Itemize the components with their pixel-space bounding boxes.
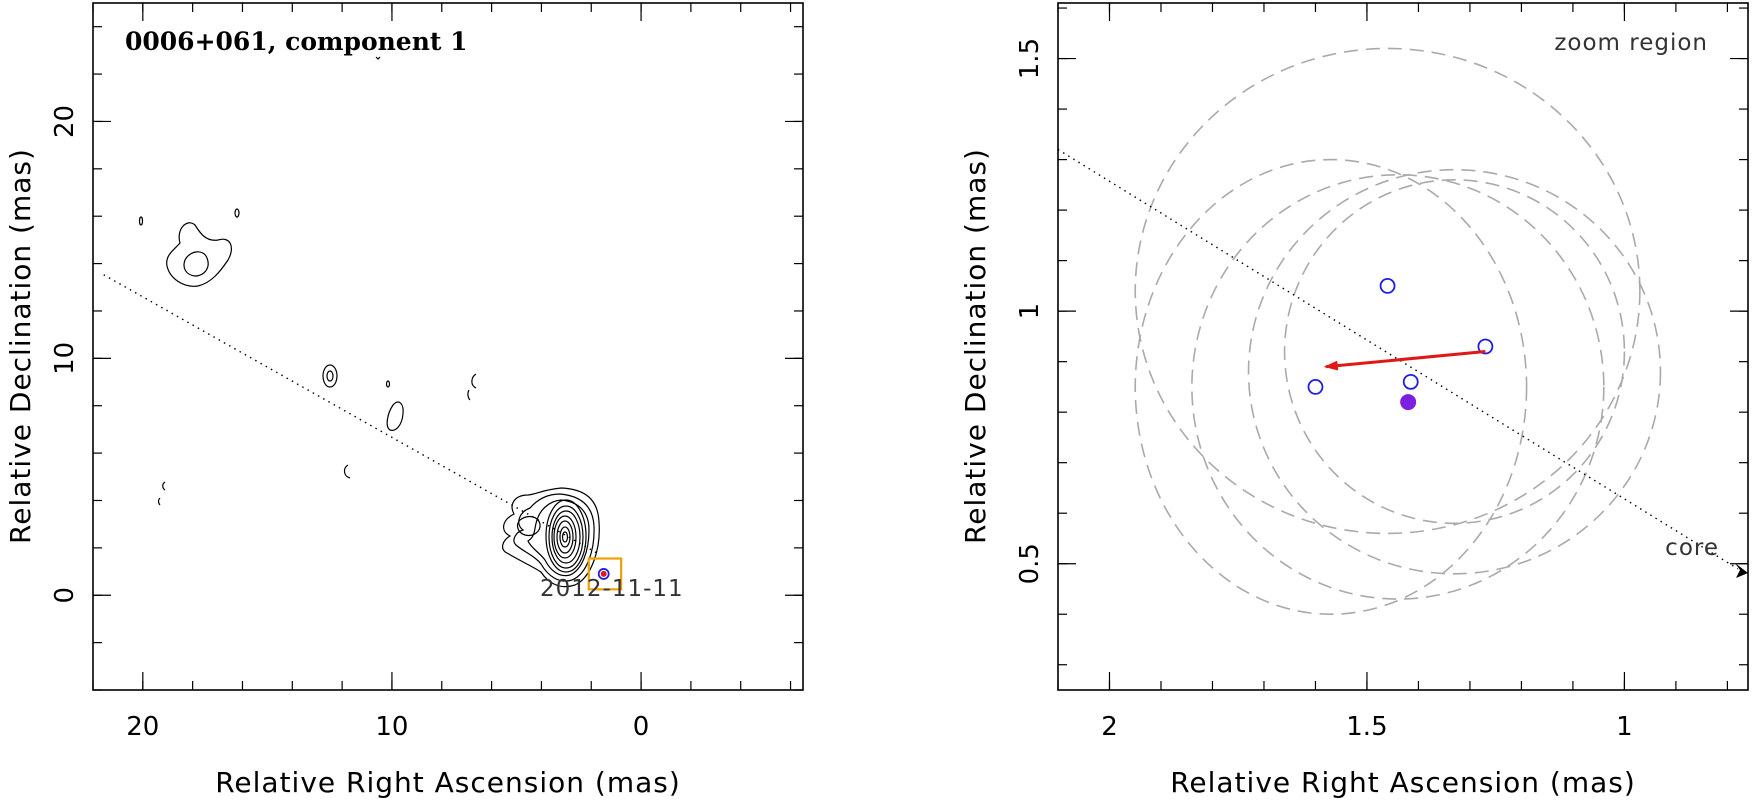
contour-blob-1 <box>138 216 144 226</box>
zoom-region-box <box>587 557 623 591</box>
knot-contours <box>138 56 477 506</box>
right-ytick-label: 1 <box>1015 303 1045 320</box>
right-plot-frame <box>1057 2 1749 691</box>
contour-core-2 <box>513 493 595 582</box>
zoom-region-label: zoom region <box>1554 30 1708 56</box>
core-contours <box>501 487 600 588</box>
right-plot-area <box>1058 47 1748 616</box>
left-y-axis-label: Relative Declination (mas) <box>4 148 37 544</box>
right-panel: 2 1.5 1 0.5 1 1.5 zoom region core Relative R… <box>959 2 1749 799</box>
left-xtick-label: 10 <box>375 712 408 742</box>
observed-position-2 <box>1477 338 1494 355</box>
contour-blob-7 <box>375 56 381 60</box>
core-direction-arrowhead <box>1735 563 1748 578</box>
contour-core-8 <box>556 520 574 554</box>
component-center-dot <box>600 570 607 577</box>
component-marker <box>597 568 610 580</box>
right-ytick-label: 1.5 <box>1015 38 1045 79</box>
right-ticklabels: 2 1.5 1 0.5 1 1.5 <box>1015 38 1633 742</box>
core-direction-label: core <box>1665 535 1719 561</box>
left-x-axis-label: Relative Right Ascension (mas) <box>215 766 681 799</box>
observed-position-3 <box>1307 379 1324 395</box>
error-ellipse-2 <box>1247 168 1662 575</box>
contour-blob-6 <box>385 380 391 388</box>
error-ellipse-4 <box>1283 179 1626 525</box>
contour-knot-7mas-inner <box>326 370 334 382</box>
left-plot-frame <box>92 2 804 691</box>
right-ytick-label: 0.5 <box>1015 543 1045 584</box>
contour-core-5 <box>548 505 584 569</box>
contour-core-9 <box>559 526 571 548</box>
error-ellipse-5 <box>1134 158 1528 616</box>
contour-core-10 <box>561 531 569 543</box>
right-jet-axis-line <box>1058 148 1739 570</box>
contour-core-3 <box>527 499 590 577</box>
left-ytick-label: 10 <box>50 342 80 375</box>
contour-core-6 <box>551 510 581 564</box>
error-ellipse-1 <box>1134 47 1641 535</box>
left-plot-area <box>103 56 623 591</box>
observed-position-1 <box>1379 277 1396 294</box>
contour-blob-2 <box>234 208 240 218</box>
left-xtick-label: 0 <box>633 712 650 742</box>
right-xtick-label: 2 <box>1101 712 1118 742</box>
predicted-position-marker <box>1400 394 1417 411</box>
left-ytick-label: 0 <box>50 587 80 604</box>
left-jet-axis-line <box>103 273 597 554</box>
error-ellipse-3 <box>1191 173 1605 600</box>
contour-core-4 <box>545 499 587 573</box>
contour-blob-5 <box>157 481 166 506</box>
right-xtick-label: 1.5 <box>1346 712 1387 742</box>
contour-blob-3 <box>343 464 351 479</box>
contour-blob-4 <box>467 373 477 401</box>
contour-core-outer <box>501 487 600 588</box>
left-ytick-label: 20 <box>50 105 80 138</box>
right-y-axis-label: Relative Declination (mas) <box>959 148 992 544</box>
right-x-axis-label: Relative Right Ascension (mas) <box>1170 766 1636 799</box>
contour-knot-13mas-inner <box>183 251 209 277</box>
contour-inner-west <box>516 515 541 537</box>
left-panel-title: 0006+061, component 1 <box>125 27 468 56</box>
motion-vector-arrow <box>1323 350 1486 371</box>
right-xtick-label: 1 <box>1616 712 1633 742</box>
left-ticks <box>92 3 803 691</box>
right-ticks <box>1057 3 1748 690</box>
position-error-ellipses <box>1134 47 1662 616</box>
left-ticklabels: 20 10 0 0 10 20 <box>50 105 649 742</box>
observed-positions <box>1307 277 1494 395</box>
observed-position-4 <box>1402 373 1419 390</box>
contour-knot-7mas <box>322 364 338 388</box>
left-panel: 20 10 0 0 10 20 <box>4 2 804 799</box>
contour-knot-6mas <box>386 401 404 431</box>
contour-core-7 <box>553 515 577 559</box>
left-xtick-label: 20 <box>126 712 159 742</box>
contour-knot-13mas <box>166 222 232 287</box>
epoch-label: 2012-11-11 <box>540 576 684 602</box>
